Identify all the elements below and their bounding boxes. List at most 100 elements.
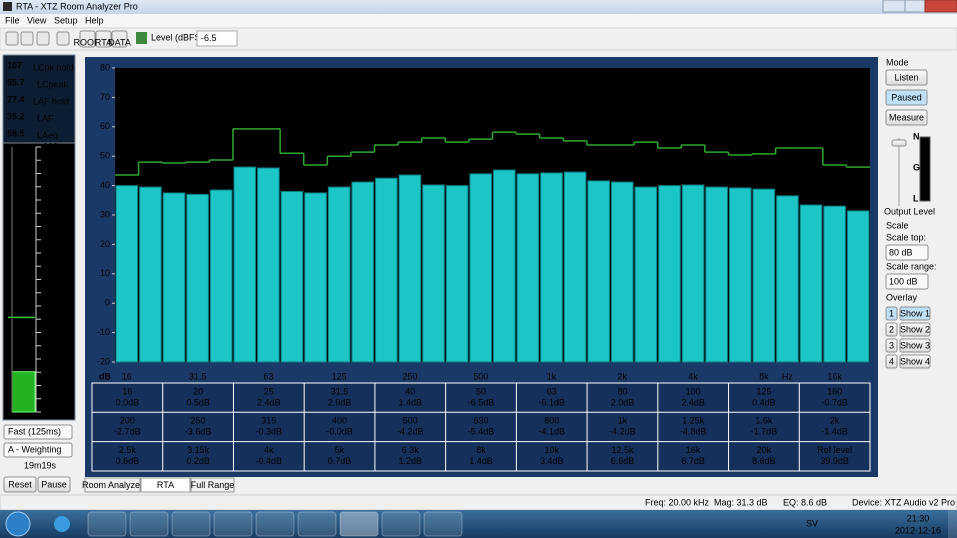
meter-tick-label: 20 dB [43, 406, 67, 416]
scale-range-value[interactable]: 100 dB [889, 276, 918, 286]
y-tick-label: -20 [97, 356, 110, 366]
overlay-number[interactable] [885, 322, 898, 337]
bar [610, 181, 634, 363]
reading-label: LAF [37, 113, 54, 123]
level-input[interactable] [196, 30, 238, 47]
taskbar-app[interactable] [381, 511, 421, 537]
mode-button-label[interactable]: Paused [891, 92, 922, 102]
bar [728, 187, 752, 363]
bar [469, 173, 492, 363]
bar [327, 186, 351, 363]
overlay-toggle-label[interactable]: Show 1 [900, 308, 930, 318]
bar [563, 171, 587, 363]
table-gain: 0.2dB [186, 456, 210, 466]
toolbar-button-label[interactable]: DATA [108, 37, 131, 47]
tab[interactable] [84, 477, 141, 493]
response-dropdown[interactable] [3, 424, 73, 440]
table-frequency: 800 [544, 416, 559, 426]
x-tick-label: 1k [547, 371, 557, 381]
tab[interactable] [190, 477, 235, 493]
mode-button[interactable] [885, 89, 928, 106]
bar [752, 188, 776, 363]
overlay-number-label[interactable]: 4 [889, 356, 894, 366]
table-frequency: 5k [335, 445, 345, 455]
overlay-number-label[interactable]: 2 [889, 324, 894, 334]
overlay-toggle-label[interactable]: Show 4 [900, 356, 930, 366]
overlay-toggle-label[interactable]: Show 2 [900, 324, 930, 334]
tab[interactable] [140, 477, 191, 493]
table-gain: 2.0dB [611, 397, 635, 407]
menu-item[interactable]: View [27, 15, 47, 25]
toolbar-button[interactable] [79, 30, 96, 48]
scale-range-dropdown[interactable] [885, 273, 929, 290]
reset-button[interactable] [3, 476, 37, 493]
toolbar-icon[interactable] [36, 31, 50, 46]
toolbar-button-label[interactable]: RTA [95, 37, 112, 47]
taskbar-date: 2012-12-16 [895, 525, 941, 535]
taskbar-app[interactable] [87, 511, 127, 537]
overlay-toggle[interactable] [899, 306, 931, 321]
start-button[interactable] [5, 511, 31, 537]
weighting-dropdown[interactable] [3, 442, 73, 458]
tab-label[interactable]: Room Analyzer [82, 480, 143, 490]
close-button[interactable] [924, 0, 957, 13]
scale-top-dropdown[interactable] [885, 244, 929, 261]
minimize-button[interactable] [882, 0, 906, 13]
y-tick-label: -10 [97, 327, 110, 337]
toolbar-icon[interactable] [20, 31, 34, 46]
overlay-number[interactable] [885, 306, 898, 321]
response-text[interactable]: Fast (125ms) [8, 426, 61, 436]
overlay-toggle-label[interactable]: Show 3 [900, 340, 930, 350]
toolbar-button[interactable] [95, 30, 112, 48]
toolbar-button[interactable] [111, 30, 128, 48]
taskbar-app[interactable] [423, 511, 463, 537]
show-desktop[interactable] [948, 510, 957, 538]
bar [186, 193, 209, 363]
scale-top-value[interactable]: 80 dB [889, 247, 913, 257]
x-tick-label: 125 [332, 371, 347, 381]
mode-button[interactable] [885, 69, 928, 86]
overlay-number-label[interactable]: 3 [889, 340, 894, 350]
bar [445, 185, 469, 363]
toolbar-icon[interactable] [56, 31, 70, 46]
overlay-toggle[interactable] [899, 322, 931, 337]
maximize-button[interactable] [904, 0, 926, 13]
overlay-number-label[interactable]: 1 [889, 308, 894, 318]
overlay-number[interactable] [885, 354, 898, 369]
toolbar-button-label[interactable]: ROOM [74, 37, 102, 47]
mode-button[interactable] [885, 109, 928, 126]
pause-label[interactable]: Pause [41, 479, 67, 489]
tab-label[interactable]: RTA [157, 480, 174, 490]
tab-label[interactable]: Full Range [191, 480, 235, 490]
overlay-toggle[interactable] [899, 338, 931, 353]
taskbar-app[interactable] [255, 511, 295, 537]
y-tick-label: 30 [100, 209, 110, 219]
taskbar-ie-icon[interactable] [54, 516, 70, 532]
mode-button-label[interactable]: Measure [889, 112, 924, 122]
reading-value: 55.7 [7, 77, 25, 87]
taskbar-app[interactable] [339, 511, 379, 537]
weighting-text[interactable]: A - Weighting [8, 444, 61, 454]
taskbar-app[interactable] [129, 511, 169, 537]
table-gain: -1.7dB [751, 427, 778, 437]
level-value[interactable]: -6.5 [201, 33, 217, 43]
elapsed-time: 19m19s [24, 460, 57, 470]
menu-item[interactable]: Setup [54, 15, 78, 25]
taskbar-app[interactable] [297, 511, 337, 537]
y-tick-label: 50 [100, 151, 110, 161]
overlay-toggle[interactable] [899, 354, 931, 369]
output-meter-letter: G [913, 162, 920, 172]
meter-tick-label: 55 [43, 314, 53, 324]
mode-button-label[interactable]: Listen [894, 72, 918, 82]
pause-button[interactable] [37, 476, 71, 493]
toolbar-icon[interactable] [5, 31, 19, 46]
reset-label[interactable]: Reset [8, 479, 32, 489]
output-slider-thumb[interactable] [891, 139, 907, 147]
table-frequency: 25 [264, 386, 274, 396]
overlay-number[interactable] [885, 338, 898, 353]
taskbar-app[interactable] [213, 511, 253, 537]
menu-item[interactable]: File [5, 15, 20, 25]
taskbar-app[interactable] [171, 511, 211, 537]
meter-tick-label: 115 [43, 155, 57, 165]
menu-item[interactable]: Help [85, 15, 104, 25]
